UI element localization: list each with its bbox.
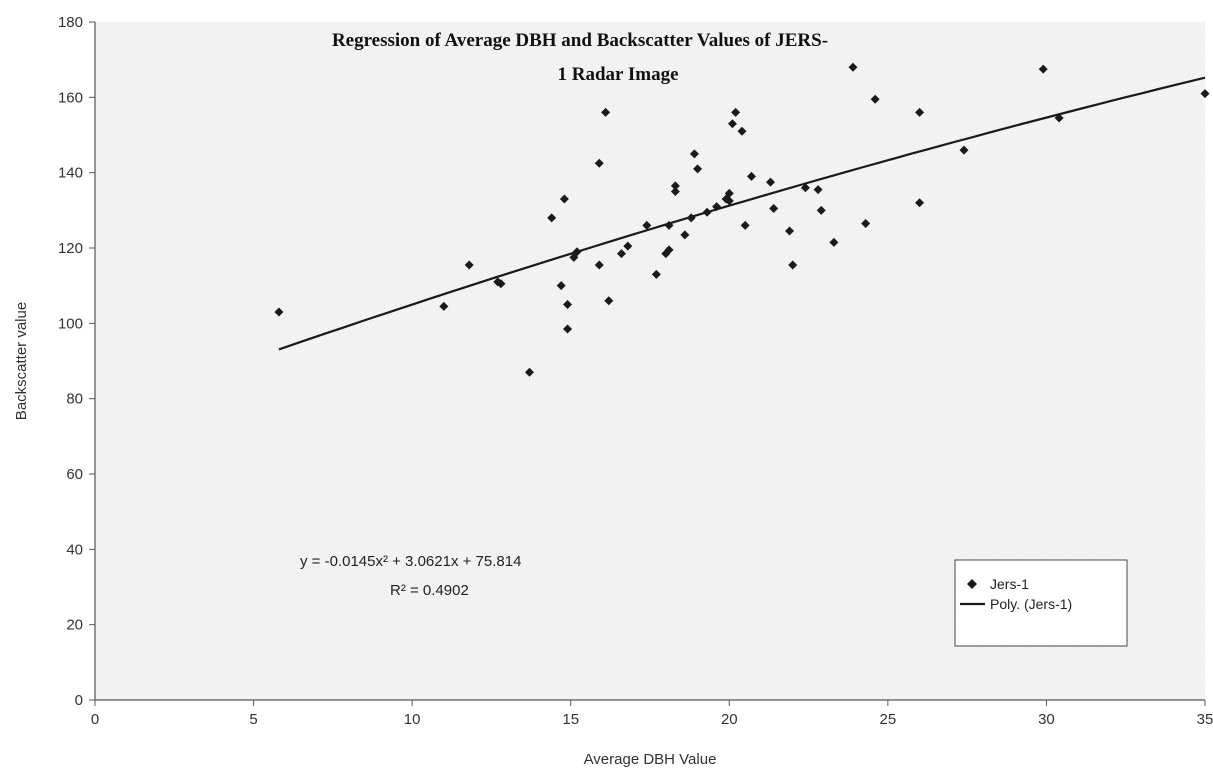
x-tick-label: 30 [1038, 711, 1055, 728]
data-point [559, 194, 569, 204]
data-point [788, 260, 798, 270]
data-point [702, 207, 712, 217]
data-point [556, 281, 566, 291]
data-point [746, 171, 756, 181]
data-point [829, 237, 839, 247]
data-point [670, 187, 680, 196]
data-point [693, 164, 703, 174]
data-point [848, 62, 858, 72]
data-point [496, 279, 506, 289]
y-tick-label: 60 [66, 466, 83, 483]
data-point [724, 188, 734, 198]
data-point [740, 220, 750, 230]
data-point [547, 213, 557, 223]
data-point [686, 213, 696, 223]
y-tick-label: 100 [58, 315, 83, 332]
data-point [623, 241, 633, 251]
data-point [601, 107, 611, 117]
data-point [572, 247, 582, 257]
data-point [439, 301, 449, 311]
data-point [664, 245, 674, 255]
y-tick-label: 0 [75, 692, 83, 709]
data-point [766, 177, 776, 187]
x-tick-label: 5 [249, 711, 257, 728]
data-point [724, 196, 734, 206]
y-tick-label: 80 [66, 391, 83, 408]
y-axis-label: Backscatter value [13, 302, 30, 420]
data-point [785, 226, 795, 236]
data-point [563, 324, 573, 334]
y-tick-label: 160 [58, 89, 83, 106]
data-point [274, 307, 284, 317]
y-tick-label: 20 [66, 617, 83, 634]
x-tick-label: 15 [562, 711, 579, 728]
y-tick-label: 120 [58, 240, 83, 257]
data-points [274, 62, 1210, 377]
x-tick-label: 20 [721, 711, 738, 728]
data-point [616, 249, 626, 259]
r-squared-label: R² = 0.4902 [390, 582, 469, 599]
chart-title-line-2: 1 Radar Image [557, 64, 678, 85]
x-tick-label: 35 [1197, 711, 1213, 728]
equation-label: y = -0.0145x² + 3.0621x + 75.814 [300, 553, 521, 570]
data-point [861, 219, 871, 229]
legend-item-poly: Poly. (Jers-1) [990, 596, 1072, 612]
data-point [737, 126, 747, 136]
data-point [800, 183, 810, 193]
chart-title-line-1: Regression of Average DBH and Backscatte… [332, 30, 828, 51]
x-tick-label: 25 [880, 711, 897, 728]
data-point [670, 181, 680, 191]
y-tick-label: 180 [58, 14, 83, 31]
data-point [464, 260, 474, 270]
y-tick-label: 140 [58, 165, 83, 182]
data-point [524, 367, 534, 377]
legend-diamond-icon [967, 579, 977, 589]
data-point [1038, 64, 1048, 74]
data-point [664, 220, 674, 230]
y-tick-label: 40 [66, 541, 83, 558]
data-point [731, 107, 741, 117]
data-point [594, 260, 604, 270]
data-point [816, 205, 826, 215]
trendline-poly [278, 76, 1206, 351]
x-axis-label: Average DBH Value [584, 751, 717, 768]
data-point [680, 230, 690, 240]
data-point [769, 203, 779, 213]
axes [94, 22, 1205, 701]
data-point [712, 202, 722, 212]
legend-item-jers-1: Jers-1 [990, 576, 1029, 592]
data-point [915, 107, 925, 117]
data-point [1200, 89, 1210, 99]
data-point [651, 269, 661, 279]
data-point [1054, 113, 1064, 123]
x-tick-label: 0 [91, 711, 99, 728]
data-point [604, 296, 614, 306]
data-point [813, 185, 823, 195]
data-point [727, 119, 737, 129]
x-tick-label: 10 [404, 711, 421, 728]
data-point [870, 94, 880, 104]
data-point [642, 220, 652, 230]
data-point [689, 149, 699, 159]
legend: Jers-1 Poly. (Jers-1) [954, 559, 1128, 647]
data-point [959, 145, 969, 155]
data-point [915, 198, 925, 208]
y-ticks: 0 20 40 60 80 100 120 140 160 180 [58, 14, 95, 709]
x-ticks: 0 5 10 15 20 25 30 35 [91, 700, 1213, 728]
data-point [563, 300, 573, 309]
data-point [594, 158, 604, 168]
